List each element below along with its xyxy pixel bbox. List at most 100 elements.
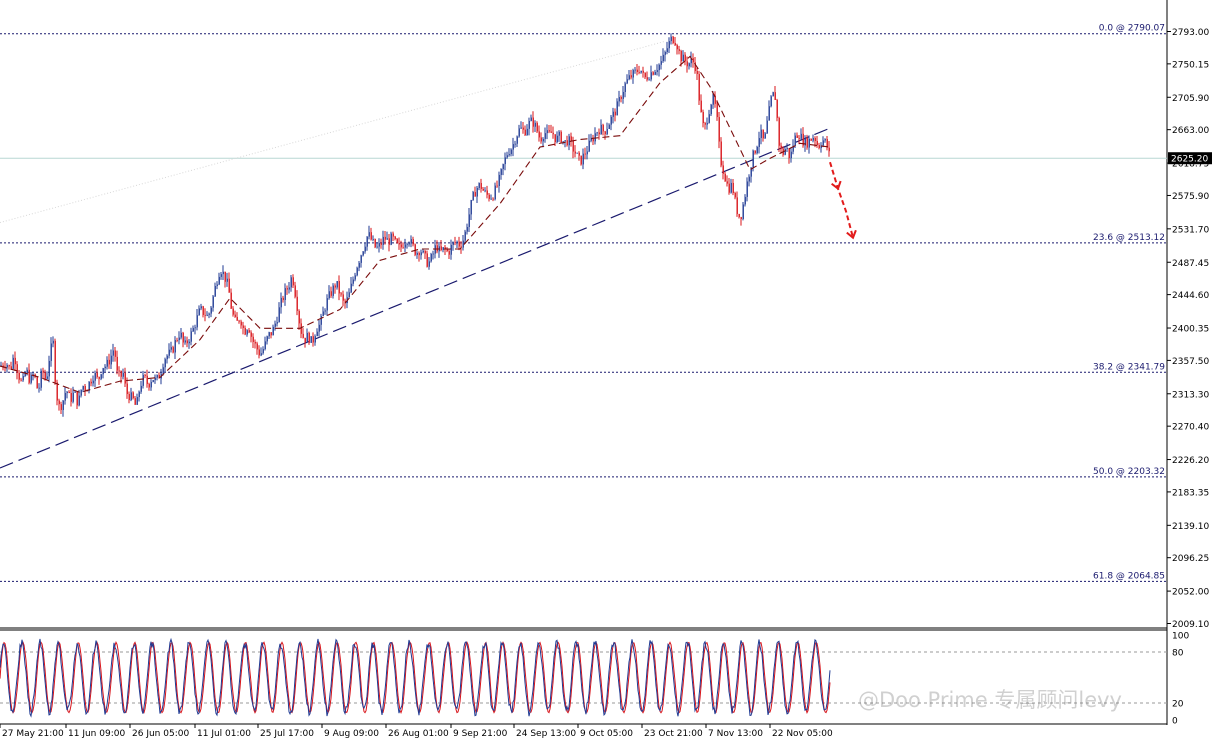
candle-body <box>336 281 338 288</box>
fib-level-label: 23.6 @ 2513.12 <box>1093 233 1165 243</box>
candle-body <box>728 183 730 193</box>
candle-body <box>546 130 548 134</box>
candle-body <box>134 398 136 405</box>
candle-body <box>398 242 400 245</box>
candle-body <box>136 397 138 405</box>
forecast-arrow-head-1 <box>831 180 842 191</box>
candle-body <box>12 357 14 369</box>
channel-line <box>0 40 666 224</box>
candle-body <box>812 137 814 141</box>
candle-body <box>618 97 620 102</box>
candle-body <box>184 340 186 343</box>
candle-body <box>638 71 640 73</box>
candle-body <box>636 69 638 72</box>
candle-body <box>672 36 674 43</box>
candle-body <box>804 137 806 146</box>
candle-body <box>8 365 10 367</box>
candle-body <box>624 83 626 92</box>
candle-body <box>492 198 494 200</box>
candle-body <box>40 370 42 388</box>
candle-body <box>566 140 568 146</box>
candle-body <box>664 52 666 55</box>
stochastic-tick-label: 80 <box>1172 649 1184 659</box>
candle-body <box>260 353 262 356</box>
candle-body <box>226 278 228 282</box>
candle-body <box>340 293 342 295</box>
stochastic-panel: 100 80 20 0 <box>0 632 1189 727</box>
candle-body <box>620 97 622 99</box>
candle-body <box>752 150 754 168</box>
candle-body <box>228 278 230 293</box>
candle-body <box>684 54 686 62</box>
price-tick-label: 2750.15 <box>1172 60 1209 70</box>
candle-body <box>714 95 716 104</box>
candle-body <box>90 381 92 384</box>
candle-body <box>538 131 540 138</box>
candle-body <box>816 140 818 146</box>
candle-body <box>828 147 830 152</box>
candle-body <box>652 72 654 75</box>
candle-body <box>516 136 518 144</box>
candle-body <box>430 253 432 262</box>
candle-body <box>790 151 792 159</box>
candle-body <box>592 138 594 142</box>
candle-body <box>590 138 592 141</box>
candle-body <box>770 96 772 107</box>
candle-body <box>74 391 76 393</box>
candle-body <box>204 314 206 316</box>
candle-body <box>640 70 642 73</box>
candle-body <box>450 244 452 255</box>
candle-body <box>310 336 312 343</box>
time-axis: 27 May 21:00 11 Jun 09:00 26 Jun 05:00 11 J… <box>0 724 833 739</box>
candle-body <box>764 133 766 139</box>
candle-body <box>410 239 412 244</box>
candle-body <box>54 340 56 383</box>
candle-body <box>436 245 438 252</box>
candle-body <box>654 71 656 75</box>
candle-body <box>108 359 110 365</box>
candle-body <box>172 347 174 353</box>
candle-body <box>194 327 196 329</box>
candle-body <box>154 377 156 381</box>
candle-body <box>806 137 808 148</box>
candle-body <box>392 233 394 237</box>
candle-body <box>176 340 178 341</box>
candle-body <box>396 238 398 243</box>
candle-body <box>462 240 464 248</box>
candle-body <box>6 365 8 368</box>
candle-body <box>258 349 260 356</box>
current-price-box <box>1168 152 1212 165</box>
candle-body <box>104 366 106 369</box>
candle-body <box>210 307 212 314</box>
price-tick-label: 2531.70 <box>1172 225 1209 235</box>
candle-body <box>38 387 40 389</box>
candle-body <box>18 372 20 380</box>
candle-body <box>116 356 118 371</box>
candle-body <box>286 288 288 290</box>
candle-body <box>496 185 498 187</box>
candle-body <box>502 164 504 170</box>
candle-body <box>608 124 610 129</box>
candle-body <box>622 91 624 99</box>
candle-body <box>132 392 134 399</box>
candle-body <box>252 336 254 342</box>
fib-level-label: 61.8 @ 2064.85 <box>1093 571 1165 581</box>
candle-body <box>656 70 658 72</box>
candle-body <box>604 131 606 135</box>
candle-body <box>358 262 360 268</box>
candle-body <box>588 140 590 152</box>
candle-body <box>670 36 672 42</box>
candle-body <box>368 232 370 237</box>
candle-body <box>480 183 482 189</box>
candle-body <box>248 330 250 333</box>
candle-body <box>774 92 776 100</box>
candle-body <box>16 364 18 373</box>
candle-body <box>676 45 678 50</box>
price-tick-label: 2705.90 <box>1172 94 1209 104</box>
candle-body <box>614 111 616 116</box>
candle-body <box>820 145 822 149</box>
candle-body <box>140 385 142 392</box>
candle-body <box>428 261 430 267</box>
candle-body <box>530 117 532 121</box>
candle-body <box>144 374 146 376</box>
